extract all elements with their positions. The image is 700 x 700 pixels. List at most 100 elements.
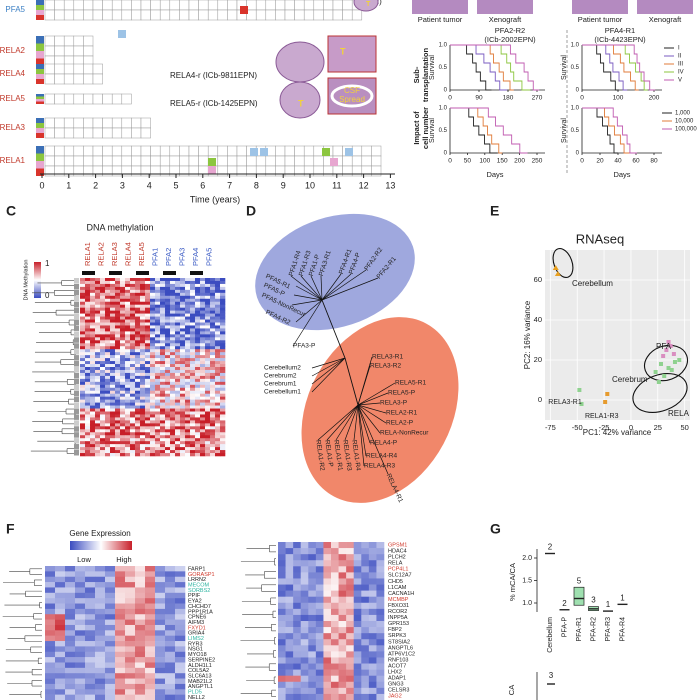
heatmap-cell xyxy=(368,590,377,597)
heatmap-cell xyxy=(195,417,201,421)
panel-title: DNA methylation xyxy=(86,222,153,232)
heatmap-cell xyxy=(85,369,91,374)
heatmap-cell xyxy=(140,367,146,371)
heatmap-cell xyxy=(105,319,111,323)
heatmap-cell xyxy=(95,571,106,578)
heatmap-cell xyxy=(150,278,156,282)
caption: Xenograft xyxy=(649,15,682,24)
heatmap-cell xyxy=(130,381,136,386)
row-annotation xyxy=(74,343,79,349)
sample-swatch xyxy=(36,79,44,84)
heatmap-cell xyxy=(361,687,370,695)
heatmap-cell xyxy=(140,325,146,329)
heatmap-cell xyxy=(160,420,166,424)
heatmap-cell xyxy=(95,372,101,377)
heatmap-cell xyxy=(110,381,116,386)
heatmap-cell xyxy=(95,278,101,282)
heatmap-cell xyxy=(80,399,86,403)
heatmap-cell xyxy=(308,687,317,695)
heatmap-cell xyxy=(200,378,206,383)
heatmap-cell xyxy=(175,435,181,439)
heatmap-cell xyxy=(100,301,106,305)
heatmap-cell xyxy=(155,375,161,380)
heatmap-cell xyxy=(180,337,186,341)
heatmap xyxy=(45,566,186,700)
heatmap-cell xyxy=(115,646,126,653)
heatmap-cell xyxy=(195,402,201,406)
heatmap-cell xyxy=(135,694,146,700)
heatmap-cell xyxy=(205,346,211,350)
heatmap-cell xyxy=(170,295,176,300)
heatmap-cell xyxy=(315,657,324,664)
gene-label: FBP2 xyxy=(388,627,402,633)
heatmap-cell xyxy=(165,346,171,350)
heatmap-cell xyxy=(376,560,385,567)
heatmap-cell xyxy=(331,681,339,689)
heatmap-cell xyxy=(205,280,211,285)
heatmap-cell xyxy=(165,453,171,457)
timeline-cell xyxy=(265,9,276,21)
timeline-cell xyxy=(121,155,132,167)
heatmap-cell xyxy=(110,405,116,409)
heatmap-cell xyxy=(155,420,161,424)
heatmap-cell xyxy=(45,571,56,578)
legend-label: III xyxy=(678,62,683,68)
heatmap-cell xyxy=(368,621,377,628)
heatmap-cell xyxy=(110,411,116,415)
column-label: RELA5 xyxy=(137,242,146,266)
heatmap-cell xyxy=(135,289,141,294)
heatmap-cell xyxy=(368,572,377,579)
heatmap-cell xyxy=(300,621,309,628)
heatmap-cell xyxy=(95,432,101,436)
heatmap-cell xyxy=(145,453,151,457)
heatmap-cell xyxy=(100,414,106,418)
heatmap-cell xyxy=(145,337,151,341)
heatmap-cell xyxy=(120,435,126,439)
heatmap-cell xyxy=(55,587,66,594)
heatmap-cell xyxy=(185,453,191,457)
heatmap-cell xyxy=(185,304,191,308)
heatmap-cell xyxy=(100,286,106,291)
timeline-cell xyxy=(332,0,343,11)
heatmap-cell xyxy=(125,346,131,350)
heatmap-cell xyxy=(115,378,121,383)
tree-branch xyxy=(293,294,323,301)
heatmap-cell xyxy=(85,678,96,685)
heatmap-cell xyxy=(346,548,355,555)
heatmap-cell xyxy=(135,286,141,291)
heatmap-cell xyxy=(215,355,221,359)
heatmap-cell xyxy=(85,614,96,620)
heatmap-cell xyxy=(75,624,86,631)
heatmap-cell xyxy=(165,576,176,583)
heatmap-cell xyxy=(190,378,196,383)
heatmap-cell xyxy=(145,441,151,445)
heatmap-cell xyxy=(90,298,96,303)
heatmap-cell xyxy=(155,614,166,620)
heatmap-cell xyxy=(170,375,176,380)
heatmap-cell xyxy=(55,689,66,695)
heatmap-cell xyxy=(55,662,66,669)
heatmap-cell xyxy=(45,651,56,658)
heatmap-cell xyxy=(115,334,121,338)
heatmap-cell xyxy=(180,283,186,288)
heatmap-cell xyxy=(210,372,216,377)
timeline-cell xyxy=(179,145,190,157)
heatmap-cell xyxy=(130,283,136,288)
y-axis-label: % mCA/CA xyxy=(508,563,517,601)
heatmap-cell xyxy=(185,417,191,421)
heatmap-cell xyxy=(135,301,141,305)
heatmap-cell xyxy=(155,390,161,394)
gene-label: CELSR3 xyxy=(388,688,409,694)
heatmap-cell xyxy=(361,657,370,664)
heatmap-cell xyxy=(145,384,151,389)
timeline-cell xyxy=(44,117,55,129)
heatmap-cell xyxy=(90,414,96,418)
heatmap-cell xyxy=(110,340,116,344)
heatmap-cell xyxy=(331,627,339,634)
heatmap-cell xyxy=(308,663,317,670)
heatmap xyxy=(278,542,385,700)
heatmap-cell xyxy=(220,417,226,421)
heatmap-cell xyxy=(220,313,226,317)
heatmap-cell xyxy=(80,393,86,397)
heatmap-cell xyxy=(80,319,86,323)
